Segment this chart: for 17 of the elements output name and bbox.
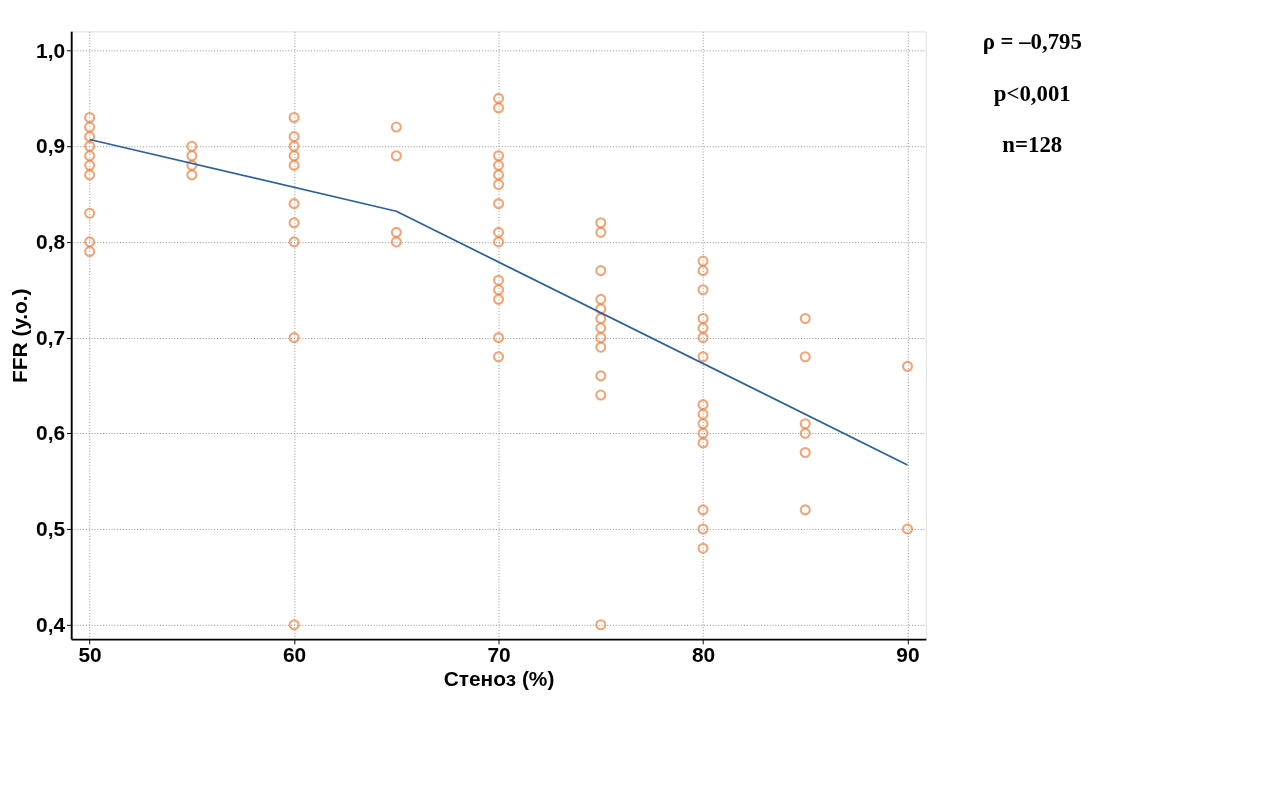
- y-tick-label: 0,9: [36, 134, 66, 158]
- y-tick-label: 0,7: [36, 325, 66, 349]
- y-tick-label: 1,0: [36, 38, 66, 62]
- x-tick-label: 90: [896, 643, 920, 667]
- y-tick-label: 0,8: [36, 230, 66, 254]
- y-axis-title: FFR (у.о.): [8, 288, 32, 383]
- x-tick-label: 60: [282, 643, 307, 667]
- x-tick-label: 80: [691, 643, 716, 667]
- text: n=128: [1002, 131, 1063, 157]
- x-tick-label: 50: [78, 643, 102, 667]
- y-tick-label: 0,4: [36, 612, 66, 636]
- x-tick-label: 70: [487, 643, 511, 667]
- x-axis-title: Стеноз (%): [443, 667, 555, 691]
- y-tick-label: 0,5: [36, 517, 66, 541]
- y-tick-label: 0,6: [36, 421, 66, 445]
- text: ρ = –0,795: [982, 29, 1082, 55]
- text: p<0,001: [993, 80, 1071, 106]
